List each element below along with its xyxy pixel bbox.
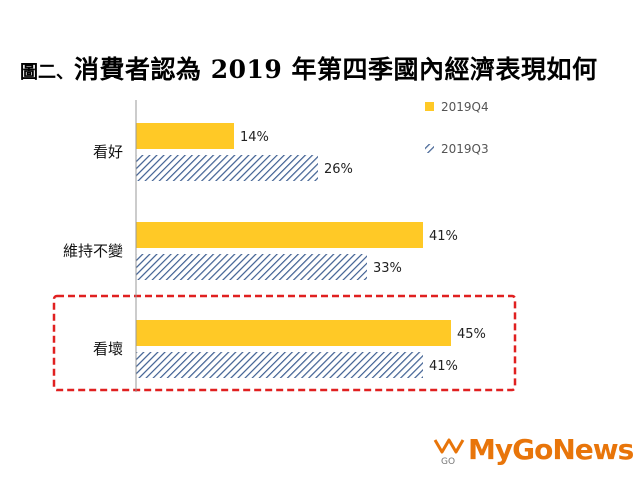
bar-value-label: 33% xyxy=(373,261,402,276)
logo-text: GO xyxy=(441,457,455,466)
bar-2019Q4-1 xyxy=(136,222,423,248)
legend-swatch-2019Q3 xyxy=(425,144,434,153)
bar-2019Q4-2 xyxy=(136,320,451,346)
bar-2019Q3-1 xyxy=(136,254,367,280)
bar-2019Q4-0 xyxy=(136,123,234,149)
mygonews-logo-icon: GO xyxy=(433,438,465,466)
bar-value-label: 41% xyxy=(429,359,458,374)
bar-value-label: 45% xyxy=(457,327,486,342)
mygonews-watermark: GO MyGoNews xyxy=(432,432,634,468)
bar-2019Q3-2 xyxy=(136,352,423,378)
category-label: 看壞 xyxy=(93,340,123,358)
chart-title-text: 消費者認為 2019 年第四季國內經濟表現如何 xyxy=(74,55,598,84)
bar-value-label: 14% xyxy=(240,130,269,145)
bar-2019Q3-0 xyxy=(136,155,318,181)
legend-label-2019Q4: 2019Q4 xyxy=(441,100,489,114)
chart-title-prefix: 圖二、 xyxy=(20,62,74,83)
chart-title: 圖二、消費者認為 2019 年第四季國內經濟表現如何 xyxy=(20,50,598,86)
watermark-brand: MyGoNews xyxy=(468,433,634,466)
legend-label-2019Q3: 2019Q3 xyxy=(441,142,489,156)
category-label: 看好 xyxy=(93,143,123,161)
category-label: 維持不變 xyxy=(63,242,123,260)
legend-swatch-2019Q4 xyxy=(425,102,434,111)
bar-value-label: 26% xyxy=(324,162,353,177)
bar-value-label: 41% xyxy=(429,229,458,244)
